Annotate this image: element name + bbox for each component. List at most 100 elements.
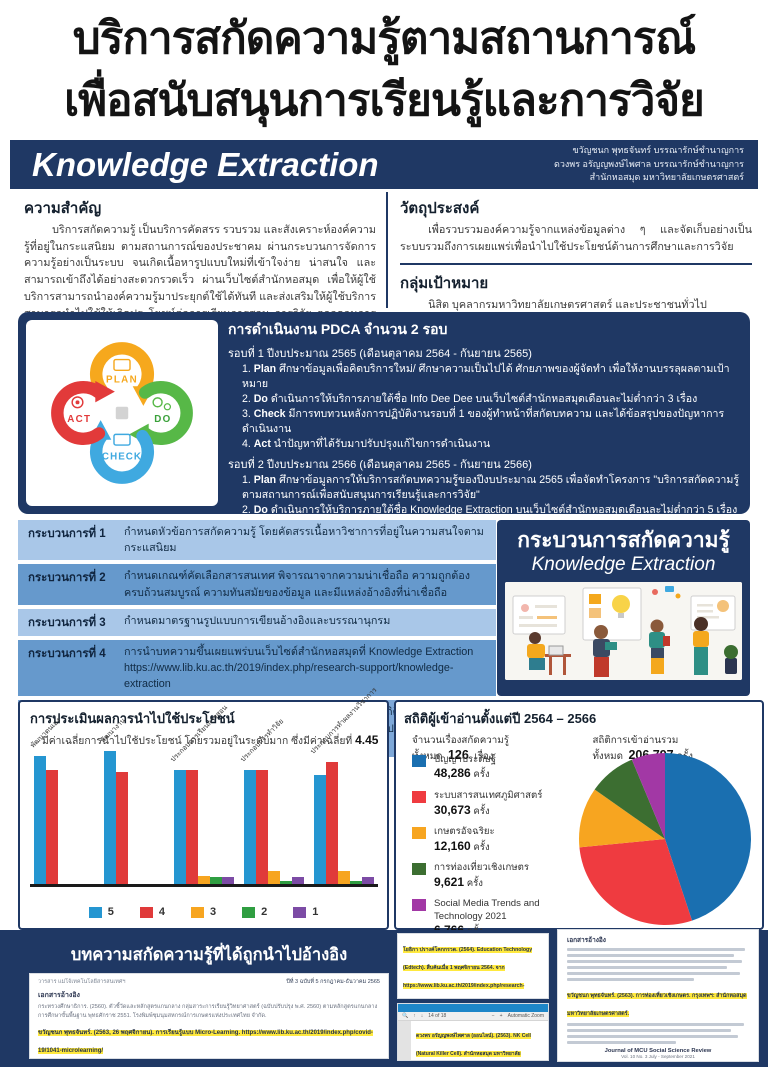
bar xyxy=(104,751,116,884)
act-label: ACT xyxy=(67,414,91,425)
zoom-level[interactable]: Automatic Zoom xyxy=(507,1013,544,1019)
pdca-item: 2. Do ดำเนินการให้บริการภายใต้ชื่อ Info … xyxy=(242,393,698,406)
zoom-in-icon[interactable]: + xyxy=(499,1013,503,1019)
process-row: กระบวนการที่ 1 กำหนดหัวข้อการสกัดความรู้ … xyxy=(18,520,496,561)
pie-legend-text: เกษตรอัจฉริยะ 12,160 ครั้ง xyxy=(434,826,495,853)
person-presenting xyxy=(593,624,617,677)
process-row: กระบวนการที่ 2 กำหนดเกณฑ์คัดเลือกสารสนเทศ… xyxy=(18,564,496,605)
pdca-cycle-diagram: PLAN DO CHECK ACT xyxy=(51,342,193,484)
author-line: ขวัญชนก พุทธจันทร์ บรรณารักษ์ชำนาญการ xyxy=(572,144,744,155)
authors-block: ขวัญชนก พุทธจันทร์ บรรณารักษ์ชำนาญการ ดว… xyxy=(554,144,758,186)
affiliation-line: สำนักหอสมุด มหาวิทยาลัยเกษตรศาสตร์ xyxy=(589,172,744,183)
journal-name-small: วารสาร แม่โจ้เทคโนโลยีสารสนเทศฯ xyxy=(38,979,126,985)
fine-print-line xyxy=(567,972,740,975)
highlighted-citation: โยธิกา ปรางค์โคกกรวด. (2564). Education … xyxy=(403,947,533,998)
pie-legend-item: ระบบสารสนเทศภูมิศาสตร์ 30,673 ครั้ง xyxy=(412,790,580,818)
bar xyxy=(116,772,128,884)
pdca-item: 1. Plan ศึกษาข้อมูลการให้บริการสกัดบทควา… xyxy=(242,474,740,502)
journal-volume: Vol. 10 No. 3 July - September 2021 xyxy=(621,1054,695,1059)
fine-print-line xyxy=(567,1035,739,1038)
bar-group: พัฒนางาน xyxy=(100,717,164,884)
do-label: DO xyxy=(154,414,171,425)
legend-item: 3 xyxy=(190,906,216,918)
process-label: กระบวนการที่ 2 xyxy=(28,572,106,585)
legend-swatch xyxy=(412,899,426,912)
legend-item: 5 xyxy=(88,906,114,918)
pie-legend-item: เกษตรอัจฉริยะ 12,160 ครั้ง xyxy=(412,826,580,854)
highlighted-citation: ขวัญชนก พุทธจันทร์. (2563, 26 พฤศจิกายน)… xyxy=(38,1029,373,1054)
pdf-toolbar[interactable]: 🔍 ↑ ↓ 14 of 18 − + Automatic Zoom xyxy=(398,1012,548,1021)
pdf-page: ดวงพร อรัญญพงษ์ไพศาล (ออนไลน์). (2563). … xyxy=(411,1021,548,1060)
process-text: กำหนดมาตรฐานรูปแบบการเขียนอ้างอิงและบรรณ… xyxy=(124,614,391,627)
bar xyxy=(280,881,292,884)
stats-panel: สถิติผู้เข้าอ่านตั้งแต่ปี 2564 – 2566 จำ… xyxy=(394,700,764,937)
target-body: นิสิต บุคลากรมหาวิทยาลัยเกษตรศาสตร์ และป… xyxy=(428,299,707,312)
pie-legend-item: การท่องเที่ยวเชิงเกษตร 9,621 ครั้ง xyxy=(412,862,580,890)
page-up-icon[interactable]: ↑ xyxy=(413,1013,416,1019)
reference-text: กระทรวงศึกษาธิการ. (2560). ตัวชี้วัดและห… xyxy=(38,1004,378,1019)
fine-print-line xyxy=(567,1041,677,1044)
evaluation-panel: การประเมินผลการนำไปใช้ประโยชน์ มีค่าเฉลี… xyxy=(18,686,389,930)
fine-print-line xyxy=(567,978,695,981)
highlighted-citation: ดวงพร อรัญญพงษ์ไพศาล (ออนไลน์). (2563). … xyxy=(416,1033,543,1060)
pie-slice xyxy=(631,753,665,839)
pdf-sidebar[interactable] xyxy=(398,1021,411,1060)
author-line: ดวงพร อรัญญพงษ์ไพศาล บรรณารักษ์ชำนาญการ xyxy=(553,158,744,169)
fine-print-line xyxy=(567,948,746,951)
bar xyxy=(350,881,362,884)
banner-title: Knowledge Extraction xyxy=(32,145,379,183)
bar-group: พัฒนาตนเอง xyxy=(30,717,94,884)
search-icon[interactable]: 🔍 xyxy=(402,1013,409,1019)
bar-chart-legend: 5 4 3 2 1 xyxy=(20,906,387,918)
fine-print-line xyxy=(567,960,742,963)
stats-heading: สถิติผู้เข้าอ่านตั้งแต่ปี 2564 – 2566 xyxy=(404,711,597,726)
evaluation-subtitle: มีค่าเฉลี่ยการนำไปใช้ประโยชน์ โดยรวมอยู่… xyxy=(42,733,379,747)
zoom-out-icon[interactable]: − xyxy=(491,1013,495,1019)
poster-title: บริการสกัดความรู้ตามสถานการณ์ เพื่อสนับส… xyxy=(0,8,768,133)
legend-swatch xyxy=(190,906,204,918)
plan-icon xyxy=(113,358,131,371)
reference-skeleton-bottom xyxy=(567,1023,749,1044)
extraction-title-en: Knowledge Extraction xyxy=(531,554,716,576)
check-icon xyxy=(113,433,131,446)
legend-item: 1 xyxy=(293,906,318,918)
pie-slice xyxy=(579,839,693,925)
cited-document-pdf: 🔍 ↑ ↓ 14 of 18 − + Automatic Zoom ดวงพร … xyxy=(398,1004,548,1060)
bar xyxy=(256,769,268,884)
references-heading: เอกสารอ้างอิง xyxy=(567,937,606,944)
person-standing xyxy=(693,616,709,675)
page-down-icon[interactable]: ↓ xyxy=(420,1013,424,1019)
pdca-item: 3. Check มีการทบทวนหลังการปฏิบัติงานรอบท… xyxy=(242,408,725,436)
process-label: กระบวนการที่ 4 xyxy=(28,647,106,660)
pie-legend-text: การท่องเที่ยวเชิงเกษตร 9,621 ครั้ง xyxy=(434,862,530,889)
section-rule xyxy=(400,263,752,266)
legend-swatch xyxy=(139,906,153,918)
pdf-title-bar xyxy=(398,1004,548,1012)
objective-heading: วัตถุประสงค์ xyxy=(400,200,480,217)
evaluation-average: 4.45 xyxy=(355,733,379,747)
bar xyxy=(292,877,304,884)
legend-swatch xyxy=(412,755,426,767)
pdca-item: 4. Act นำปัญหาที่ได้รับมาปรับปรุงแก้ไขกา… xyxy=(242,438,491,451)
title-line-2: เพื่อสนับสนุนการเรียนรู้และการวิจัย xyxy=(64,76,705,126)
objective-body: เพื่อรวบรวมองค์ความรู้จากแหล่งข้อมูลต่าง… xyxy=(400,224,752,253)
whiteboard-icon xyxy=(512,595,566,635)
process-text: กำหนดเกณฑ์คัดเลือกสารสนเทศ พิจารณาจากควา… xyxy=(124,570,471,599)
center-square xyxy=(115,406,129,420)
pdca-item: 1. Plan ศึกษาข้อมูลเพื่อคิดบริการใหม่/ ศ… xyxy=(242,363,730,391)
legend-item: 4 xyxy=(139,906,165,918)
bar xyxy=(210,877,222,884)
pie-legend-text: ระบบสารสนเทศภูมิศาสตร์ 30,673 ครั้ง xyxy=(434,790,543,817)
act-arrow xyxy=(51,380,115,446)
like-icon xyxy=(665,585,674,592)
bar xyxy=(34,756,46,884)
process-label: กระบวนการที่ 3 xyxy=(28,616,106,629)
cited-document-journal: วารสาร แม่โจ้เทคโนโลยีสารสนเทศฯ ปีที่ 3 … xyxy=(30,974,388,1058)
fine-print-line xyxy=(567,966,728,969)
bar xyxy=(198,876,210,884)
cited-document-edtech: โยธิกา ปรางค์โคกกรวด. (2564). Education … xyxy=(398,934,548,998)
legend-swatch xyxy=(412,791,426,804)
legend-swatch xyxy=(412,863,426,876)
bar xyxy=(338,870,350,884)
